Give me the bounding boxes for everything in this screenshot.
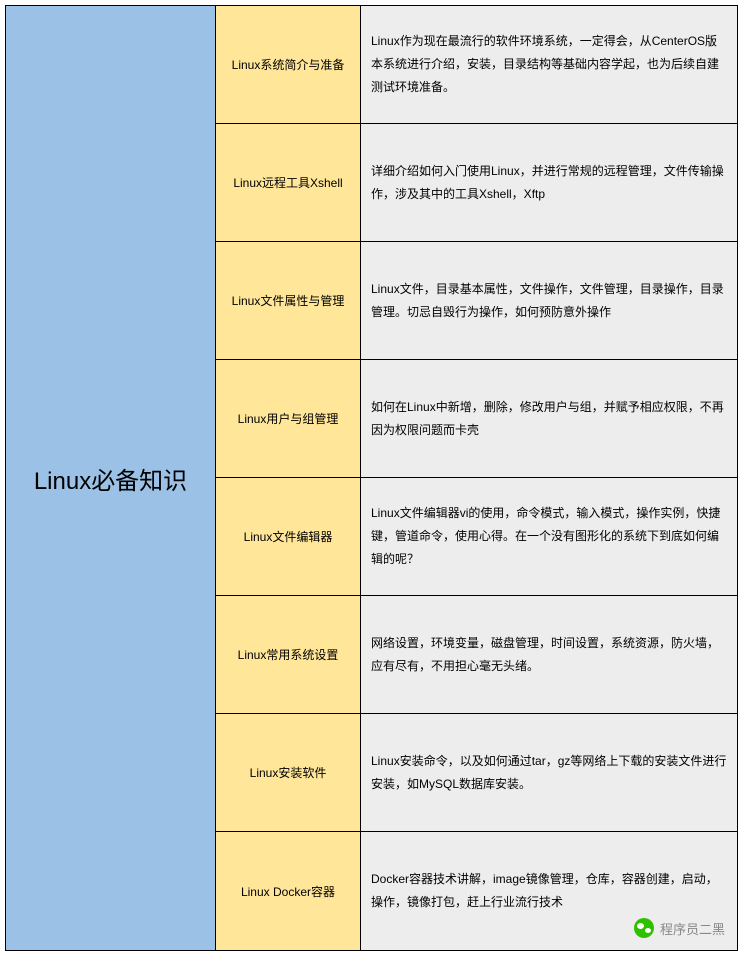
description-cell: 详细介绍如何入门使用Linux，并进行常规的远程管理，文件传输操作，涉及其中的工… [361, 124, 737, 241]
linux-knowledge-table: Linux必备知识 Linux系统简介与准备 Linux作为现在最流行的软件环境… [5, 5, 738, 951]
category-title: Linux必备知识 [34, 461, 187, 496]
table-row: Linux用户与组管理 如何在Linux中新增，删除，修改用户与组，并赋予相应权… [216, 360, 737, 478]
topic-cell: Linux常用系统设置 [216, 596, 361, 713]
table-row: Linux安装软件 Linux安装命令，以及如何通过tar，gz等网络上下载的安… [216, 714, 737, 832]
topic-cell: Linux远程工具Xshell [216, 124, 361, 241]
table-row: Linux常用系统设置 网络设置，环境变量，磁盘管理，时间设置，系统资源，防火墙… [216, 596, 737, 714]
topic-cell: Linux文件编辑器 [216, 478, 361, 595]
wechat-icon [634, 918, 654, 938]
category-column: Linux必备知识 [6, 6, 216, 950]
table-row: Linux文件属性与管理 Linux文件，目录基本属性，文件操作，文件管理，目录… [216, 242, 737, 360]
watermark: 程序员二黑 [634, 918, 725, 938]
description-cell: Linux作为现在最流行的软件环境系统，一定得会，从CenterOS版本系统进行… [361, 6, 737, 123]
description-cell: Linux安装命令，以及如何通过tar，gz等网络上下载的安装文件进行安装，如M… [361, 714, 737, 831]
topic-cell: Linux Docker容器 [216, 832, 361, 950]
watermark-text: 程序员二黑 [660, 919, 725, 938]
description-cell: Linux文件编辑器vi的使用，命令模式，输入模式，操作实例，快捷键，管道命令，… [361, 478, 737, 595]
topic-cell: Linux用户与组管理 [216, 360, 361, 477]
description-cell: 网络设置，环境变量，磁盘管理，时间设置，系统资源，防火墙，应有尽有，不用担心毫无… [361, 596, 737, 713]
table-row: Linux系统简介与准备 Linux作为现在最流行的软件环境系统，一定得会，从C… [216, 6, 737, 124]
topic-cell: Linux安装软件 [216, 714, 361, 831]
table-row: Linux文件编辑器 Linux文件编辑器vi的使用，命令模式，输入模式，操作实… [216, 478, 737, 596]
topic-cell: Linux文件属性与管理 [216, 242, 361, 359]
content-column: Linux系统简介与准备 Linux作为现在最流行的软件环境系统，一定得会，从C… [216, 6, 737, 950]
topic-cell: Linux系统简介与准备 [216, 6, 361, 123]
description-cell: 如何在Linux中新增，删除，修改用户与组，并赋予相应权限，不再因为权限问题而卡… [361, 360, 737, 477]
description-cell: Linux文件，目录基本属性，文件操作，文件管理，目录操作，目录管理。切忌自毁行… [361, 242, 737, 359]
table-row: Linux远程工具Xshell 详细介绍如何入门使用Linux，并进行常规的远程… [216, 124, 737, 242]
